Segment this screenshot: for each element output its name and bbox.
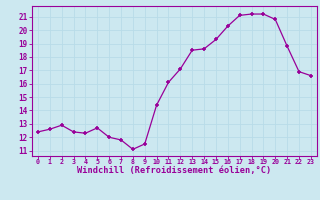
X-axis label: Windchill (Refroidissement éolien,°C): Windchill (Refroidissement éolien,°C) xyxy=(77,166,272,175)
